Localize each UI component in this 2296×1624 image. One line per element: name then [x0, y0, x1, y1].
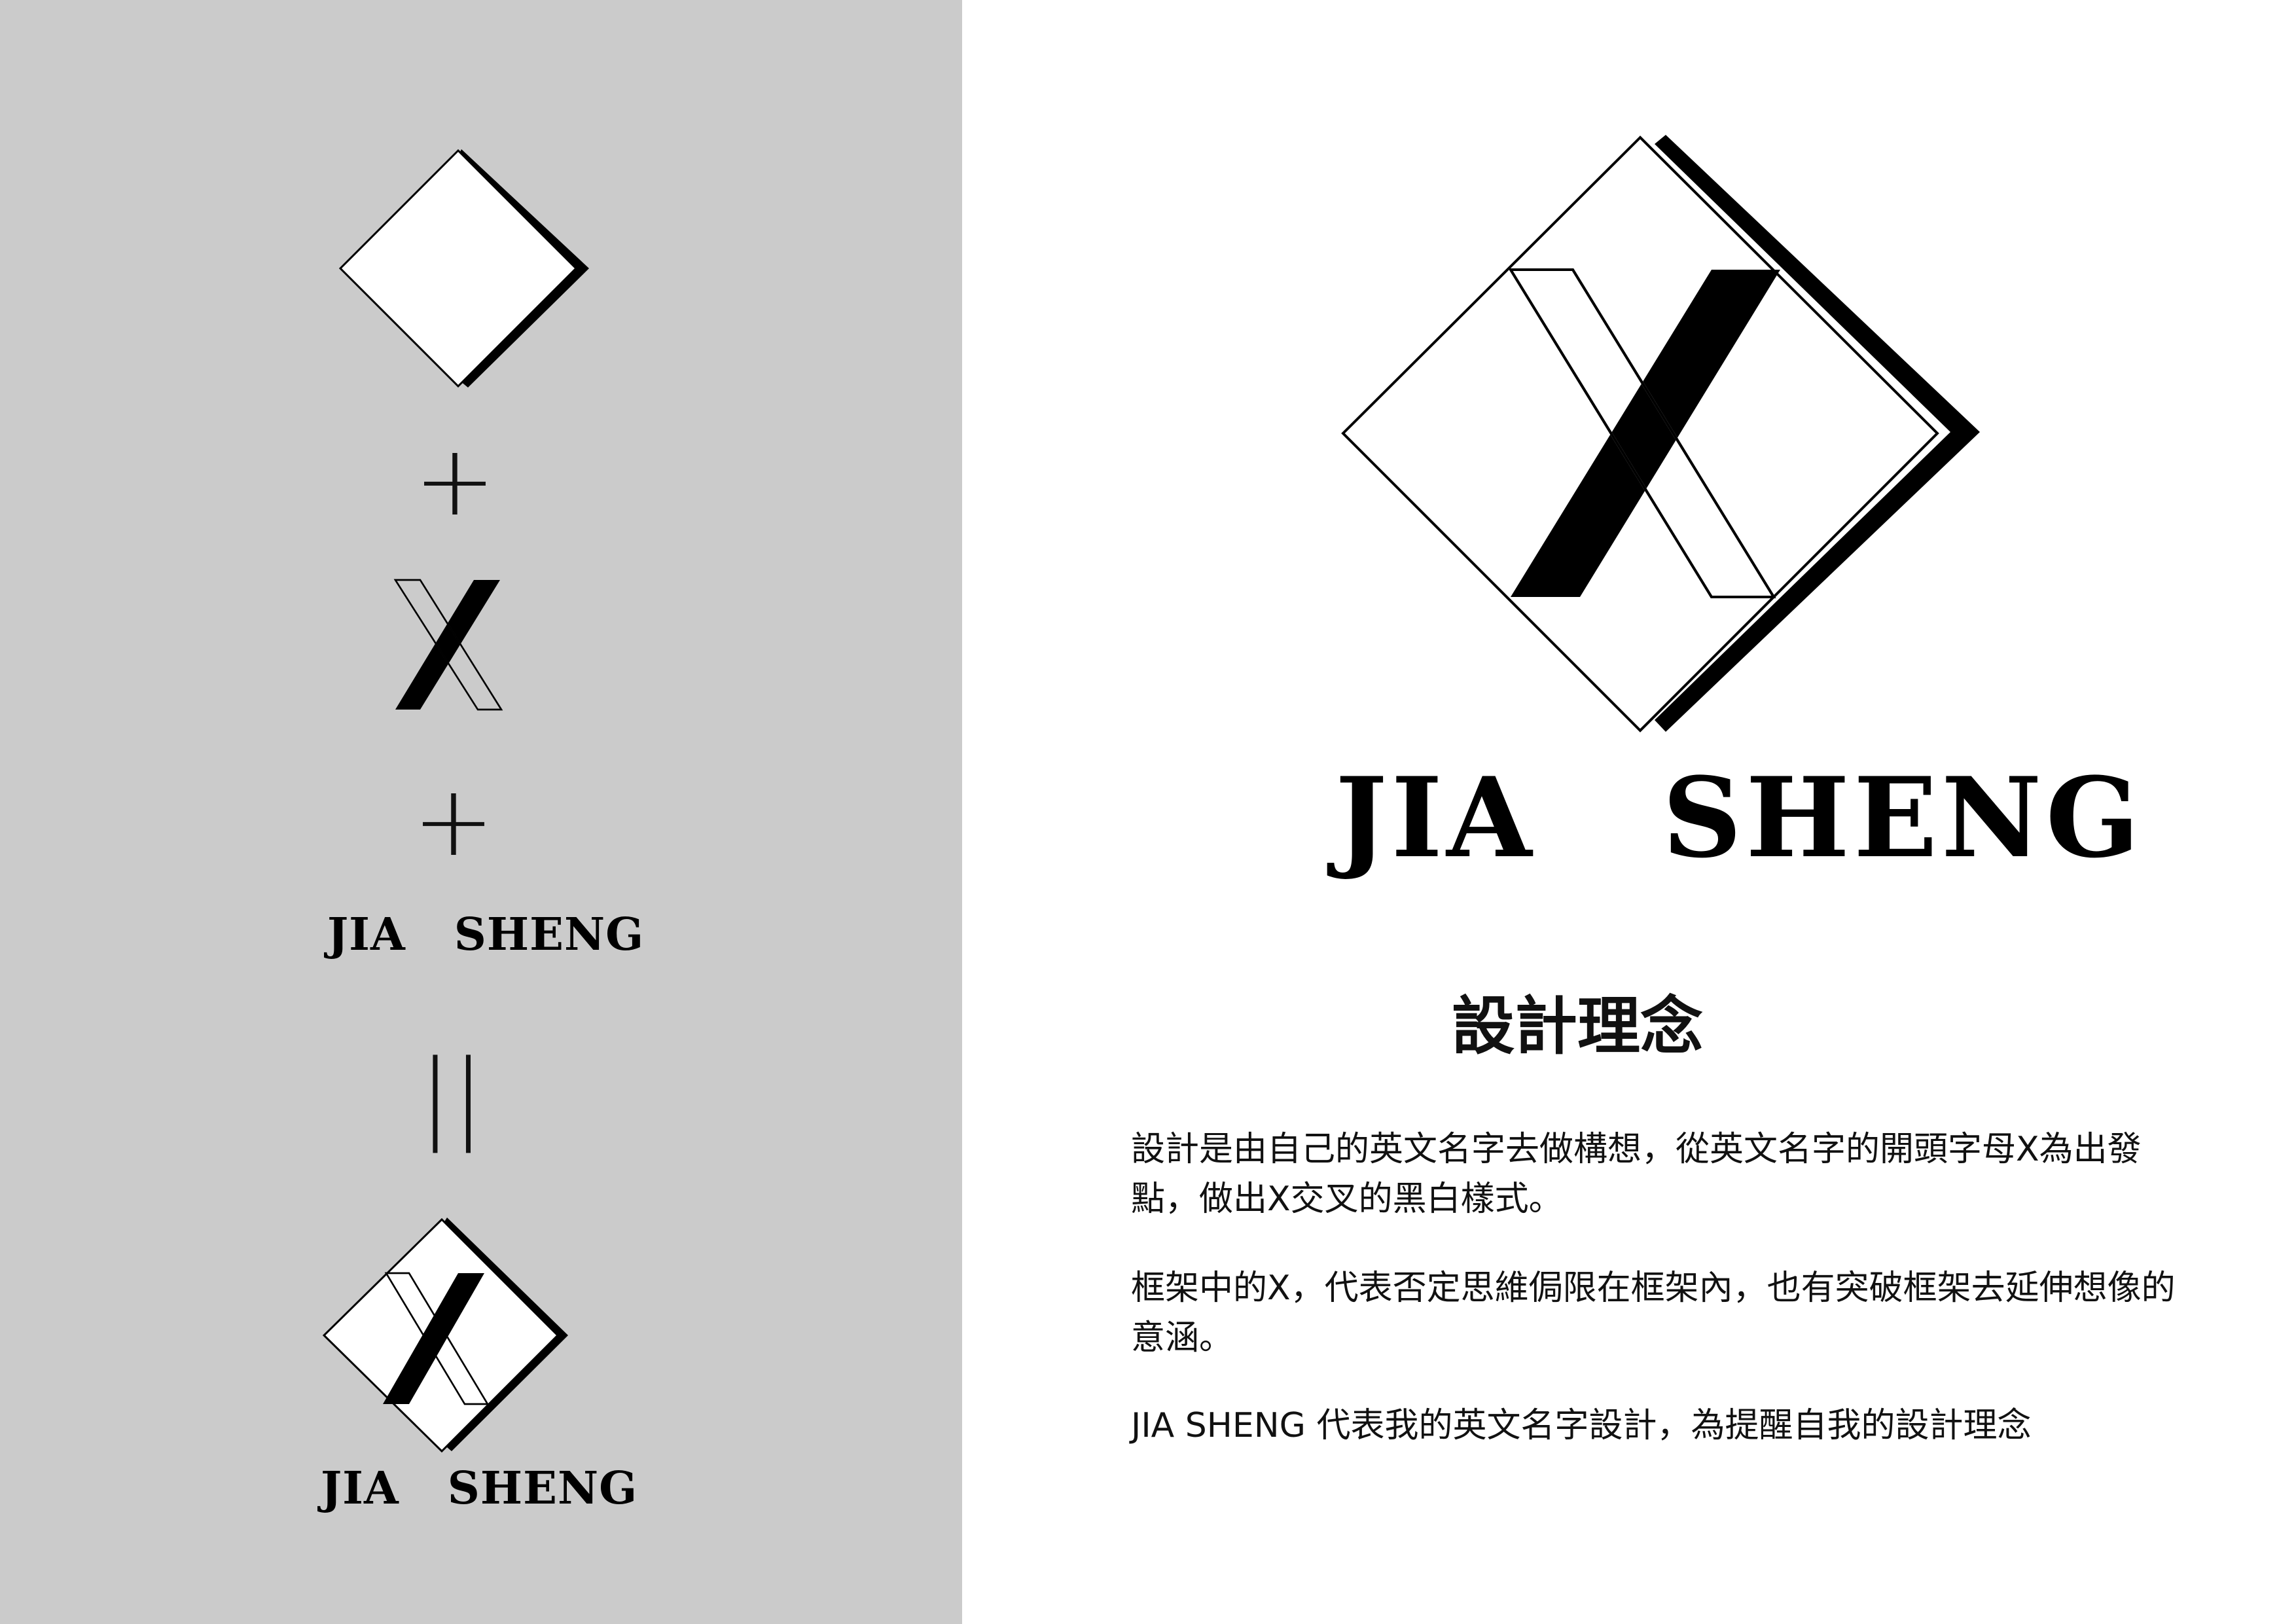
wordmark-large: JIA SHENG: [1335, 753, 2144, 882]
concept-title: 設計理念: [1452, 990, 1703, 1063]
jia-sheng-logo-icon: [1341, 135, 1980, 732]
plus-sign-1: +: [414, 424, 496, 538]
wordmark-result-small: JIA SHENG: [321, 1462, 638, 1515]
letter-x-icon: [393, 579, 503, 711]
logo-small-icon: [322, 1218, 568, 1453]
construction-panel: + + JIA SHENG || JIA SHENG: [0, 0, 962, 1624]
diamond-frame-icon: [338, 149, 589, 388]
equals-sign: ||: [418, 1039, 485, 1153]
concept-paragraph-3: JIA SHENG 代表我的英文名字設計，為提醒自我的設計理念: [1131, 1406, 2032, 1445]
plus-sign-2: +: [412, 765, 495, 878]
concept-paragraph-1: 設計是由自己的英文名字去做構想，從英文名字的開頭字母X為出發點，做出X交叉的黑白…: [1131, 1130, 2142, 1219]
concept-paragraph-2: 框架中的X，代表否定思維侷限在框架內，也有突破框架去延伸想像的意涵。: [1131, 1269, 2176, 1358]
wordmark-small: JIA SHENG: [327, 909, 645, 961]
